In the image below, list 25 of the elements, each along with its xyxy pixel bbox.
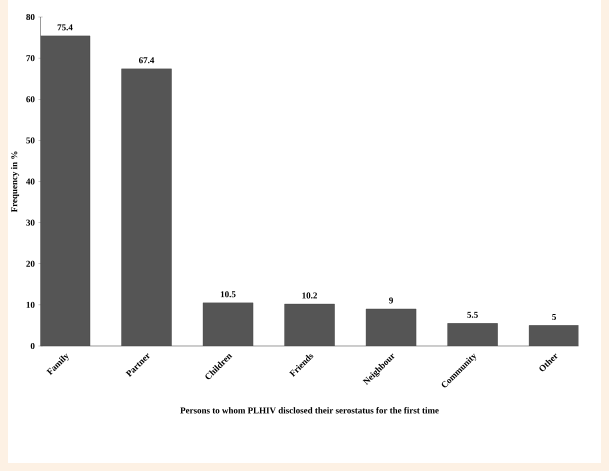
y-tick-label: 40: [26, 178, 35, 185]
y-tick-label: 20: [26, 260, 35, 267]
y-axis-title: Frequency in %: [10, 152, 20, 212]
y-tick-label: 70: [26, 55, 35, 62]
x-axis-title: Persons to whom PLHIV disclosed their serostatus for the first time: [180, 407, 439, 414]
bar: [366, 308, 416, 346]
data-label: 5: [552, 314, 556, 320]
data-label: 5.5: [467, 312, 478, 318]
bar: [528, 325, 579, 346]
data-label: 9: [389, 297, 393, 304]
bar: [202, 302, 254, 346]
y-tick-label: 10: [26, 302, 35, 308]
bar: [121, 68, 172, 346]
bar: [284, 304, 335, 346]
y-tick-label: 50: [26, 137, 35, 144]
y-tick-label: 60: [26, 96, 35, 102]
y-tick-label: 30: [26, 220, 35, 226]
bar: [40, 36, 90, 346]
bar: [447, 323, 498, 346]
y-tick-label: 0: [30, 342, 35, 350]
data-label: 75.4: [58, 24, 73, 30]
data-label: 10.5: [220, 291, 236, 298]
data-label: 10.2: [302, 292, 318, 299]
y-tick-label: 80: [26, 14, 35, 20]
data-label: 67.4: [138, 57, 154, 64]
